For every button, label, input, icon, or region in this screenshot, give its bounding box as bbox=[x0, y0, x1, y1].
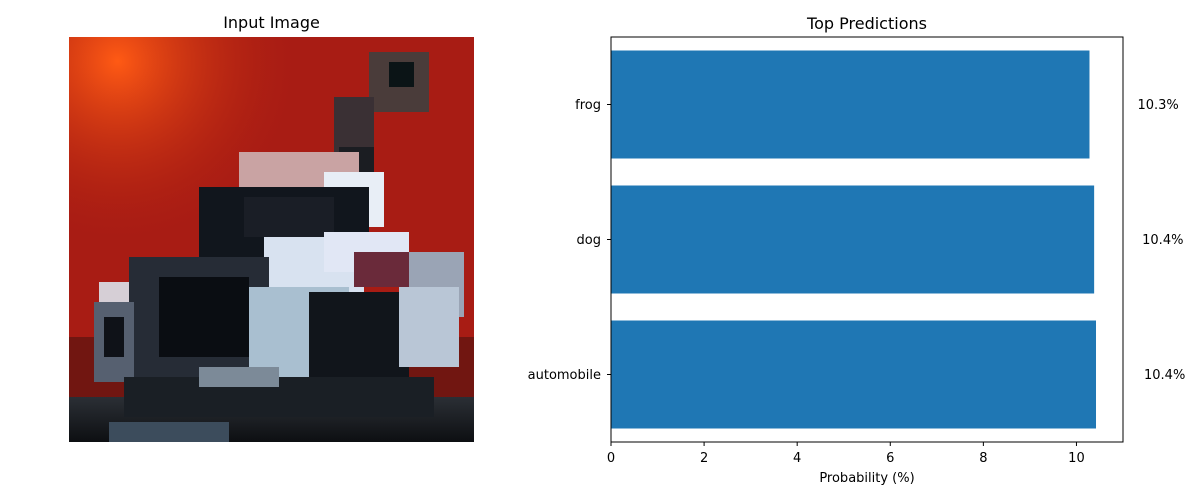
bar-group bbox=[611, 50, 1097, 429]
chart-title: Top Predictions bbox=[806, 14, 927, 33]
x-tick-label: 10 bbox=[1068, 451, 1085, 466]
bar-automobile bbox=[611, 320, 1097, 429]
x-axis-ticks: 0 2 4 6 8 10 bbox=[607, 442, 1085, 466]
bar-frog bbox=[611, 50, 1090, 159]
x-axis-label: Probability (%) bbox=[819, 471, 914, 486]
y-tick-label-frog: frog bbox=[575, 98, 601, 113]
value-label-dog: 10.4% bbox=[1142, 233, 1183, 248]
plot-frame bbox=[610, 36, 1124, 443]
y-tick-label-automobile: automobile bbox=[528, 368, 601, 383]
value-labels: 10.4% 10.4% 10.3% bbox=[1137, 98, 1185, 383]
input-image-title: Input Image bbox=[223, 13, 320, 32]
x-tick-label: 4 bbox=[793, 451, 801, 466]
input-image bbox=[69, 37, 474, 442]
category-labels: automobile dog frog bbox=[528, 98, 611, 383]
bar-dog bbox=[611, 185, 1095, 294]
value-label-automobile: 10.4% bbox=[1144, 368, 1185, 383]
y-tick-label-dog: dog bbox=[577, 233, 601, 248]
x-tick-label: 0 bbox=[607, 451, 615, 466]
value-label-frog: 10.3% bbox=[1137, 98, 1178, 113]
x-tick-label: 8 bbox=[979, 451, 987, 466]
x-tick-label: 2 bbox=[700, 451, 708, 466]
x-tick-label: 6 bbox=[886, 451, 894, 466]
